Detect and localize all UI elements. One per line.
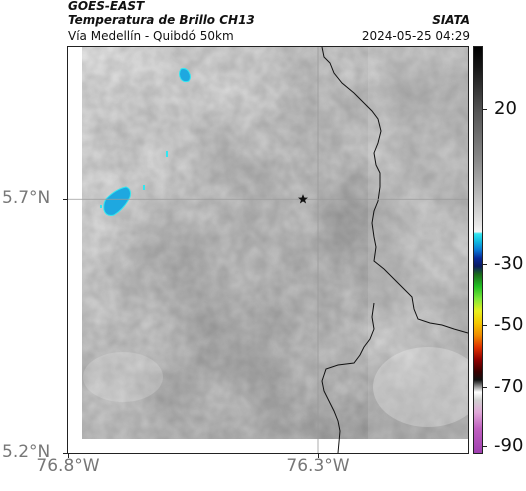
region-label: Vía Medellín - Quibdó 50km — [68, 29, 234, 43]
colorbar-tick — [483, 445, 487, 447]
organization-label: SIATA — [432, 13, 470, 27]
cold-cloud-cell — [166, 151, 168, 157]
cold-cloud-cell — [100, 205, 102, 208]
colorbar-tick — [483, 109, 487, 111]
y-axis-tick — [63, 199, 67, 201]
y-axis-tick — [63, 453, 67, 454]
department-boundary — [321, 302, 375, 453]
cold-cloud-cell — [143, 185, 145, 190]
colorbar-tick-label: -50 — [494, 314, 524, 336]
colorbar-tick — [483, 325, 487, 327]
cold-cloud-cell — [103, 186, 131, 216]
colorbar — [473, 46, 483, 454]
location-marker-star-icon[interactable] — [298, 194, 308, 204]
x-tick-label: 76.3°W — [286, 456, 350, 476]
y-tick-label: 5.7°N — [2, 188, 51, 209]
colorbar-tick — [483, 264, 487, 266]
timestamp-label: 2024-05-25 04:29 — [361, 29, 470, 43]
map-panel[interactable] — [67, 46, 469, 454]
y-tick-label: 5.2°N — [2, 442, 51, 462]
colorbar-tick-label: -30 — [494, 253, 524, 275]
department-boundary — [321, 47, 468, 334]
colorbar-tick-label: -70 — [494, 375, 524, 397]
colorbar-tick-label: 20 — [494, 98, 517, 120]
cold-cloud-cell — [179, 67, 191, 83]
x-axis-tick — [318, 454, 319, 458]
x-tick-label: 76.8°W — [36, 456, 100, 476]
x-axis-tick — [68, 454, 69, 458]
colorbar-tick-label: -90 — [494, 434, 524, 456]
map-subtitle: Temperatura de Brillo CH13 — [68, 13, 255, 27]
colorbar-tick — [483, 386, 487, 388]
brightness-temperature-map — [68, 47, 468, 453]
map-title: GOES-EAST — [68, 0, 145, 13]
